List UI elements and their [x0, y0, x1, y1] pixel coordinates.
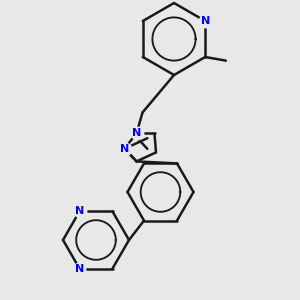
- Text: N: N: [75, 206, 84, 216]
- Text: N: N: [132, 128, 141, 139]
- Text: N: N: [120, 143, 129, 154]
- Text: N: N: [75, 264, 84, 274]
- Text: N: N: [201, 16, 210, 26]
